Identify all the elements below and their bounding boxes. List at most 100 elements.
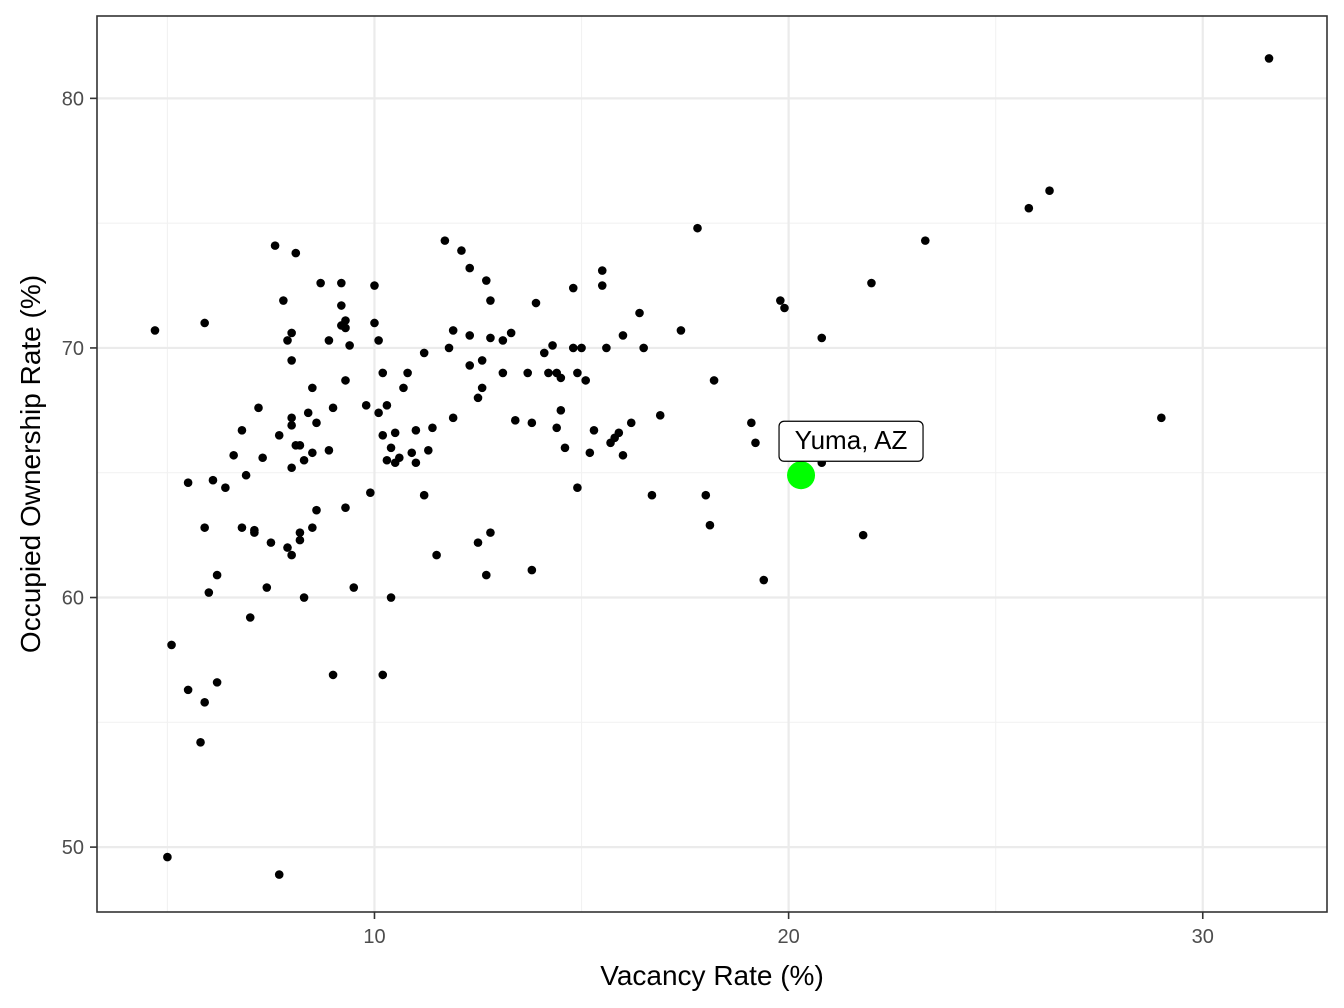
data-point xyxy=(291,248,301,258)
data-point xyxy=(196,737,205,747)
data-point xyxy=(573,368,582,378)
data-point xyxy=(639,343,648,353)
data-point xyxy=(581,376,590,385)
y-tick-label: 50 xyxy=(62,837,84,859)
data-point xyxy=(308,448,317,458)
data-point xyxy=(440,236,450,245)
annotation-box xyxy=(778,420,924,462)
data-point xyxy=(465,331,475,340)
data-point xyxy=(407,448,417,458)
data-point xyxy=(473,538,483,547)
data-point xyxy=(448,326,458,335)
data-point xyxy=(403,368,412,378)
data-point xyxy=(614,428,624,438)
data-point xyxy=(486,296,495,305)
data-point xyxy=(279,296,288,305)
data-point xyxy=(477,356,487,365)
data-point xyxy=(316,278,325,288)
data-point xyxy=(477,383,487,393)
data-point xyxy=(481,276,491,285)
data-point xyxy=(560,443,570,453)
data-point xyxy=(411,426,421,435)
data-point xyxy=(1264,54,1274,63)
data-point xyxy=(411,458,421,468)
data-point xyxy=(287,413,296,423)
data-point xyxy=(221,483,230,493)
data-point xyxy=(303,408,313,418)
data-point xyxy=(341,376,350,385)
data-point xyxy=(428,423,437,433)
data-point xyxy=(386,443,396,453)
data-point xyxy=(457,246,466,255)
data-point xyxy=(270,241,280,250)
data-point xyxy=(751,438,760,448)
data-point xyxy=(183,685,193,695)
data-point xyxy=(548,341,557,350)
data-point xyxy=(328,403,338,413)
data-point xyxy=(341,323,350,333)
data-point xyxy=(585,448,595,458)
data-point xyxy=(208,475,218,485)
data-point xyxy=(573,483,582,493)
data-point xyxy=(858,530,868,540)
data-point xyxy=(676,326,686,335)
data-point xyxy=(299,593,309,602)
data-point xyxy=(539,348,549,358)
data-point xyxy=(1024,203,1034,213)
x-axis-title: Vacancy Rate (%) xyxy=(600,960,824,991)
data-point xyxy=(212,678,222,687)
data-point xyxy=(390,428,400,438)
data-point xyxy=(544,368,553,378)
data-point xyxy=(312,505,321,515)
y-tick-label: 80 xyxy=(62,88,84,110)
data-point xyxy=(254,403,263,413)
data-point xyxy=(444,343,454,353)
data-point xyxy=(465,361,475,370)
data-point xyxy=(693,223,702,233)
data-point xyxy=(498,336,508,345)
x-tick-label: 30 xyxy=(1192,926,1214,948)
data-point xyxy=(324,336,334,345)
data-point xyxy=(200,698,209,707)
x-tick-label: 10 xyxy=(363,926,385,948)
data-point xyxy=(568,283,578,293)
data-point xyxy=(577,343,586,353)
data-point xyxy=(241,470,251,480)
data-point xyxy=(287,328,296,338)
x-tick-label: 20 xyxy=(777,926,799,948)
data-point xyxy=(867,278,876,288)
data-point xyxy=(382,455,392,465)
x-axis: 10 20 30 xyxy=(363,912,1214,948)
data-point xyxy=(568,343,578,353)
data-point xyxy=(378,670,388,680)
data-point xyxy=(556,373,566,383)
data-point xyxy=(655,411,665,420)
data-point xyxy=(701,490,711,500)
data-point xyxy=(780,303,789,313)
data-point xyxy=(647,490,657,500)
data-point xyxy=(245,613,255,622)
data-point xyxy=(200,523,209,532)
data-point xyxy=(258,453,267,463)
data-point xyxy=(424,445,433,455)
data-point xyxy=(473,393,483,403)
data-point xyxy=(200,318,209,328)
data-point xyxy=(287,463,296,473)
data-point xyxy=(229,450,238,460)
data-point xyxy=(597,281,607,290)
data-point xyxy=(747,418,756,428)
data-point xyxy=(366,488,375,498)
data-point xyxy=(527,418,537,428)
data-point xyxy=(618,450,628,460)
data-point xyxy=(295,440,305,450)
data-point xyxy=(312,418,321,428)
data-points xyxy=(150,54,1274,879)
major-gridlines xyxy=(97,16,1327,912)
data-point xyxy=(237,523,247,532)
annotation-label: Yuma, AZ xyxy=(795,425,908,455)
y-tick-label: 70 xyxy=(62,338,84,360)
data-point xyxy=(324,445,334,455)
data-point xyxy=(341,503,350,512)
data-point xyxy=(308,383,317,393)
